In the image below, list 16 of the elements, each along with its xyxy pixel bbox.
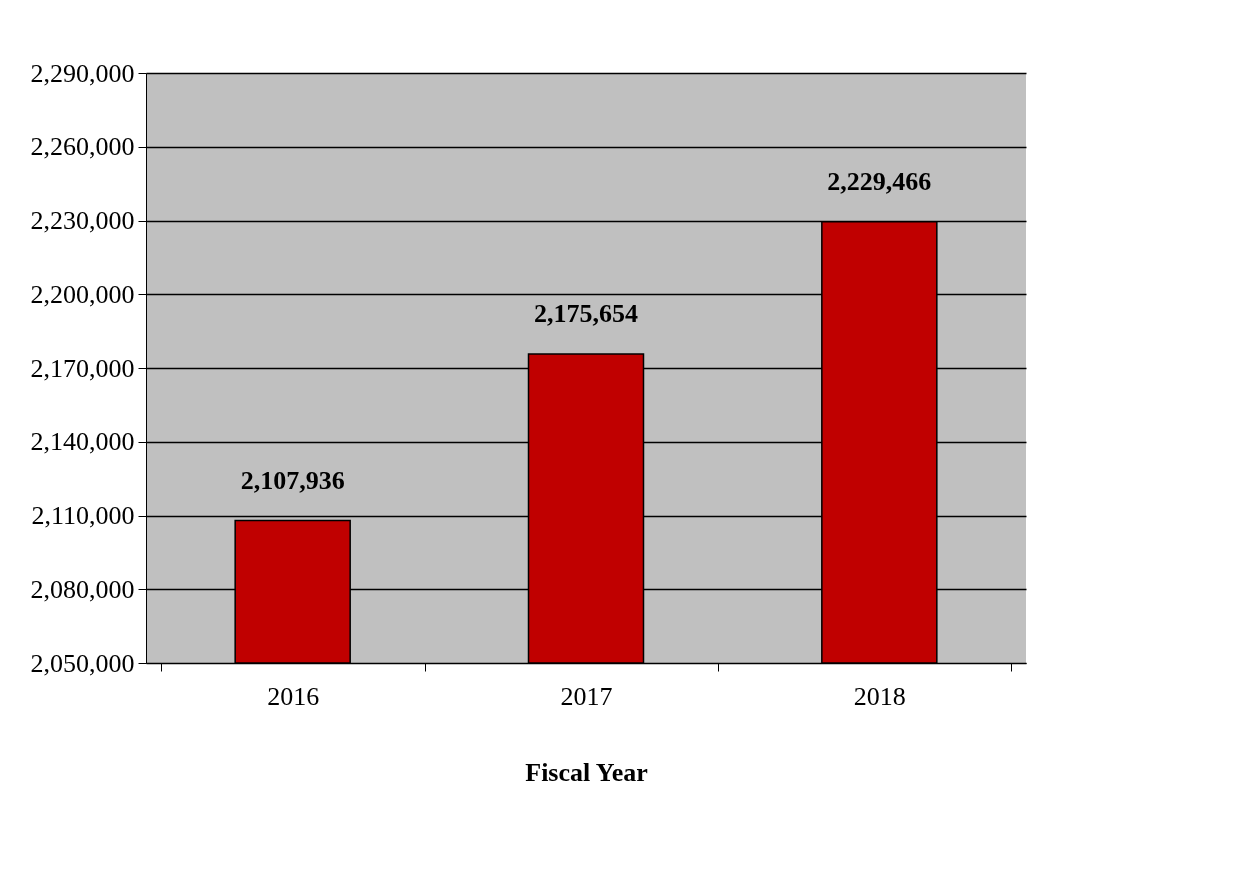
data-label: 2,229,466 xyxy=(827,166,932,196)
y-tick-label: 2,140,000 xyxy=(30,427,135,457)
y-tick-label: 2,050,000 xyxy=(30,648,135,678)
x-tick-label: 2018 xyxy=(853,681,906,711)
y-tick-label: 2,290,000 xyxy=(30,58,135,88)
x-tick-label: 2017 xyxy=(560,681,613,711)
x-axis-title: Fiscal Year xyxy=(525,757,648,787)
y-tick-label: 2,230,000 xyxy=(30,206,135,235)
y-tick-label: 2,080,000 xyxy=(30,574,135,604)
y-tick-label: 2,170,000 xyxy=(30,353,135,383)
y-tick-label: 2,110,000 xyxy=(31,501,135,530)
data-label: 2,107,936 xyxy=(240,465,345,495)
y-tick-label: 2,260,000 xyxy=(30,132,135,162)
y-tick-label: 2,200,000 xyxy=(30,279,135,309)
x-tick-label: 2016 xyxy=(267,681,320,711)
data-label: 2,175,654 xyxy=(534,299,638,329)
